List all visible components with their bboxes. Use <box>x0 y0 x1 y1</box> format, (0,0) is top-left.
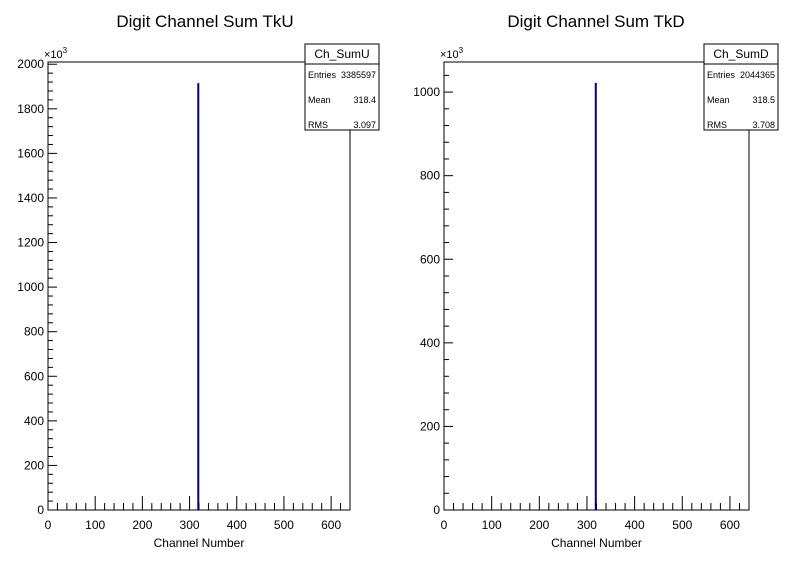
stats-value: 3.097 <box>353 120 376 130</box>
y-multiplier-base: ×10 <box>44 49 63 61</box>
y-tick-label: 600 <box>24 369 44 383</box>
stats-box <box>304 43 380 131</box>
y-tick-label: 1600 <box>17 146 44 160</box>
y-tick-label: 400 <box>420 336 440 350</box>
y-tick-label: 1000 <box>17 280 44 294</box>
histogram-panel-tku: Digit Channel Sum TkU 0 100 200 300 400 500 600… <box>17 12 380 550</box>
stats-label: Mean <box>707 95 730 105</box>
y-tick-label: 800 <box>420 169 440 183</box>
y-multiplier-label: ×103 <box>44 46 68 61</box>
x-tick-label: 200 <box>529 518 549 532</box>
stats-label: Entries <box>308 70 337 80</box>
stats-value: 3385597 <box>341 70 376 80</box>
x-tick-label: 100 <box>85 518 105 532</box>
y-tick-label: 200 <box>24 458 44 472</box>
stats-label: RMS <box>308 120 328 130</box>
x-tick-label: 100 <box>482 518 502 532</box>
y-multiplier-label: ×103 <box>440 46 464 61</box>
chart-title: Digit Channel Sum TkU <box>116 12 293 31</box>
y-multiplier-exponent: 3 <box>63 46 68 55</box>
x-tick-label: 600 <box>321 518 341 532</box>
stats-box-name: Ch_SumU <box>314 47 369 61</box>
y-tick-label: 0 <box>37 503 44 517</box>
x-tick-label: 400 <box>625 518 645 532</box>
stats-value: 3.708 <box>752 120 775 130</box>
x-tick-label: 600 <box>720 518 740 532</box>
y-tick-label: 1400 <box>17 191 44 205</box>
x-axis-label: Channel Number <box>551 536 642 550</box>
x-tick-label: 0 <box>45 518 52 532</box>
stats-label: Mean <box>308 95 331 105</box>
y-tick-label: 1000 <box>413 85 440 99</box>
chart-title: Digit Channel Sum TkD <box>507 12 684 31</box>
stats-value: 2044365 <box>740 70 775 80</box>
y-tick-label: 600 <box>420 252 440 266</box>
x-tick-label: 0 <box>441 518 448 532</box>
y-tick-label: 200 <box>420 419 440 433</box>
y-tick-label: 400 <box>24 414 44 428</box>
x-tick-label: 300 <box>180 518 200 532</box>
y-tick-label: 1200 <box>17 236 44 250</box>
stats-label: Entries <box>707 70 736 80</box>
y-tick-label: 800 <box>24 325 44 339</box>
stats-value: 318.4 <box>353 95 376 105</box>
y-multiplier-base: ×10 <box>440 49 459 61</box>
histogram-panel-tkd: Digit Channel Sum TkD 0 100 200 300 400 500 600… <box>413 12 779 550</box>
stats-box-name: Ch_SumD <box>713 47 769 61</box>
stats-label: RMS <box>707 120 727 130</box>
x-tick-label: 500 <box>274 518 294 532</box>
stats-box <box>703 43 779 131</box>
x-tick-label: 500 <box>672 518 692 532</box>
stats-value: 318.5 <box>752 95 775 105</box>
x-axis-label: Channel Number <box>154 536 245 550</box>
y-tick-label: 0 <box>433 503 440 517</box>
y-tick-label: 1800 <box>17 102 44 116</box>
x-tick-label: 400 <box>227 518 247 532</box>
x-tick-label: 300 <box>577 518 597 532</box>
y-multiplier-exponent: 3 <box>459 46 464 55</box>
x-tick-label: 200 <box>132 518 152 532</box>
y-tick-label: 2000 <box>17 57 44 71</box>
